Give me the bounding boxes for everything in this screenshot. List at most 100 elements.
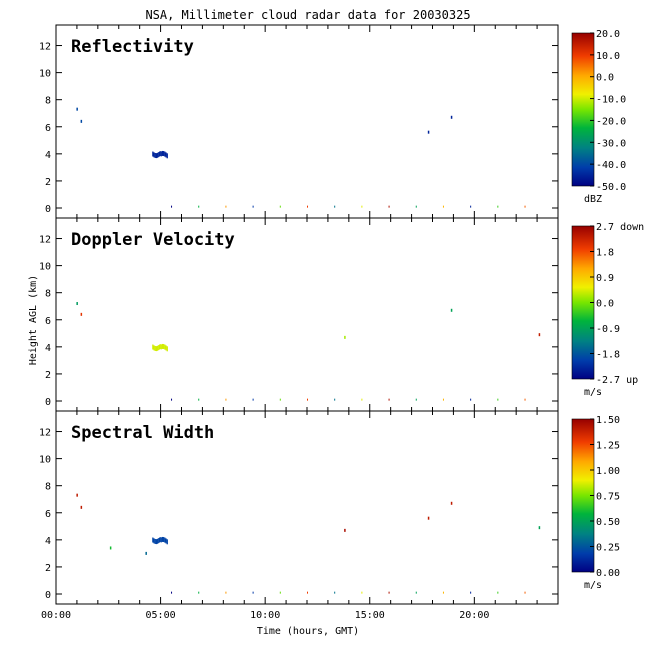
data-point — [538, 333, 541, 337]
cloud-cell — [164, 537, 166, 543]
y-tick-label: 8 — [45, 482, 51, 493]
cloud-cell — [165, 152, 167, 158]
cloud-cell — [161, 536, 164, 542]
colorbar-label: 0.0 — [596, 299, 614, 310]
ground-speck — [524, 205, 526, 208]
ground-speck — [497, 591, 499, 594]
plot-frame — [55, 410, 559, 605]
colorbar-label: -20.0 — [596, 116, 626, 127]
x-axis-label: Time (hours, GMT) — [257, 626, 359, 637]
cloud-cell — [158, 345, 160, 351]
y-tick-label: 0 — [45, 397, 51, 408]
colorbar-label: 2.7 down — [596, 222, 644, 233]
data-point — [538, 526, 541, 530]
cloud-cell — [166, 346, 168, 352]
ground-speck — [361, 398, 363, 401]
cloud-cell — [163, 151, 165, 157]
cloud-layer — [152, 536, 168, 545]
cloud-cell — [158, 538, 160, 544]
data-point — [145, 551, 147, 555]
data-point — [427, 130, 430, 134]
ground-speck — [415, 205, 417, 208]
y-tick-label: 2 — [45, 563, 51, 574]
ground-speck — [198, 205, 200, 208]
ground-speck — [388, 398, 390, 401]
colorbar-label: -2.7 up — [596, 375, 638, 386]
ground-speck — [442, 205, 444, 208]
ground-speck — [415, 591, 417, 594]
x-tick-label: 10:00 — [250, 610, 280, 621]
ground-speck — [334, 205, 336, 208]
cloud-cell — [163, 344, 165, 350]
cloud-cell — [164, 151, 166, 157]
cloud-cell — [159, 344, 161, 350]
panels: Reflectivity02468101220.010.00.0-10.0-20… — [39, 24, 644, 621]
y-tick-label: 10 — [39, 455, 51, 466]
y-tick-label: 4 — [45, 536, 51, 547]
panel-1: Reflectivity 0 2 4 6 8 10 12 20.0 10.0 0.0 -10.0 -20… — [39, 24, 626, 219]
colorbar-label: 1.00 — [596, 466, 620, 477]
ground-speck — [497, 398, 499, 401]
y-tick-label: 6 — [45, 123, 51, 134]
panel-title: Reflectivity — [71, 37, 194, 57]
ground-speck — [334, 591, 336, 594]
cloud-cell — [152, 151, 154, 157]
cloud-cell — [153, 152, 155, 158]
data-point — [80, 312, 83, 316]
y-tick-label: 12 — [39, 235, 51, 246]
y-tick-label: 8 — [45, 96, 51, 107]
ground-speck — [225, 398, 227, 401]
cloud-cell — [157, 345, 159, 351]
ground-speck — [198, 398, 200, 401]
colorbar-label: 20.0 — [596, 29, 620, 40]
cloud-cell — [153, 538, 155, 544]
y-tick-label: 0 — [45, 204, 51, 215]
cloud-cell — [160, 151, 162, 157]
cloud-layer — [152, 150, 168, 159]
cloud-cell — [154, 152, 156, 158]
cloud-cell — [155, 346, 158, 352]
y-tick-label: 6 — [45, 509, 51, 520]
cloud-cell — [160, 344, 162, 350]
cloud-cell — [158, 152, 160, 158]
data-point — [76, 302, 78, 306]
ground-speck — [334, 398, 336, 401]
cloud-cell — [154, 345, 156, 351]
y-tick-label: 4 — [45, 150, 51, 161]
data-point — [450, 115, 453, 119]
colorbar-label: 0.00 — [596, 568, 620, 579]
colorbar-label: 0.25 — [596, 543, 620, 554]
cloud-cell — [155, 539, 158, 545]
y-tick-label: 0 — [45, 590, 51, 601]
data-point — [76, 493, 78, 497]
ground-speck — [470, 205, 472, 208]
data-point — [427, 516, 430, 520]
y-tick-label: 8 — [45, 289, 51, 300]
ground-speck — [279, 205, 281, 208]
colorbar-label: 10.0 — [596, 51, 620, 62]
ground-speck — [524, 398, 526, 401]
y-tick-label: 2 — [45, 177, 51, 188]
colorbar-label: 0.9 — [596, 273, 614, 284]
ground-speck — [361, 591, 363, 594]
panel-title: Spectral Width — [71, 423, 214, 443]
data-point — [109, 546, 112, 550]
x-tick-label: 00:00 — [41, 610, 71, 621]
colorbar-units: m/s — [584, 387, 602, 398]
cloud-cell — [160, 537, 162, 543]
y-tick-label: 4 — [45, 343, 51, 354]
colorbar — [571, 32, 595, 187]
colorbar-label: -30.0 — [596, 138, 626, 149]
ground-speck — [225, 205, 227, 208]
cloud-cell — [165, 538, 167, 544]
cloud-cell — [159, 537, 161, 543]
panel-title: Doppler Velocity — [71, 230, 235, 250]
plot-frame — [55, 24, 559, 219]
x-tick-label: 05:00 — [146, 610, 176, 621]
colorbar-units: m/s — [584, 580, 602, 591]
cloud-cell — [159, 151, 161, 157]
cloud-cell — [152, 537, 154, 543]
y-tick-label: 10 — [39, 262, 51, 273]
colorbar-label: 0.50 — [596, 517, 620, 528]
cloud-cell — [154, 538, 156, 544]
